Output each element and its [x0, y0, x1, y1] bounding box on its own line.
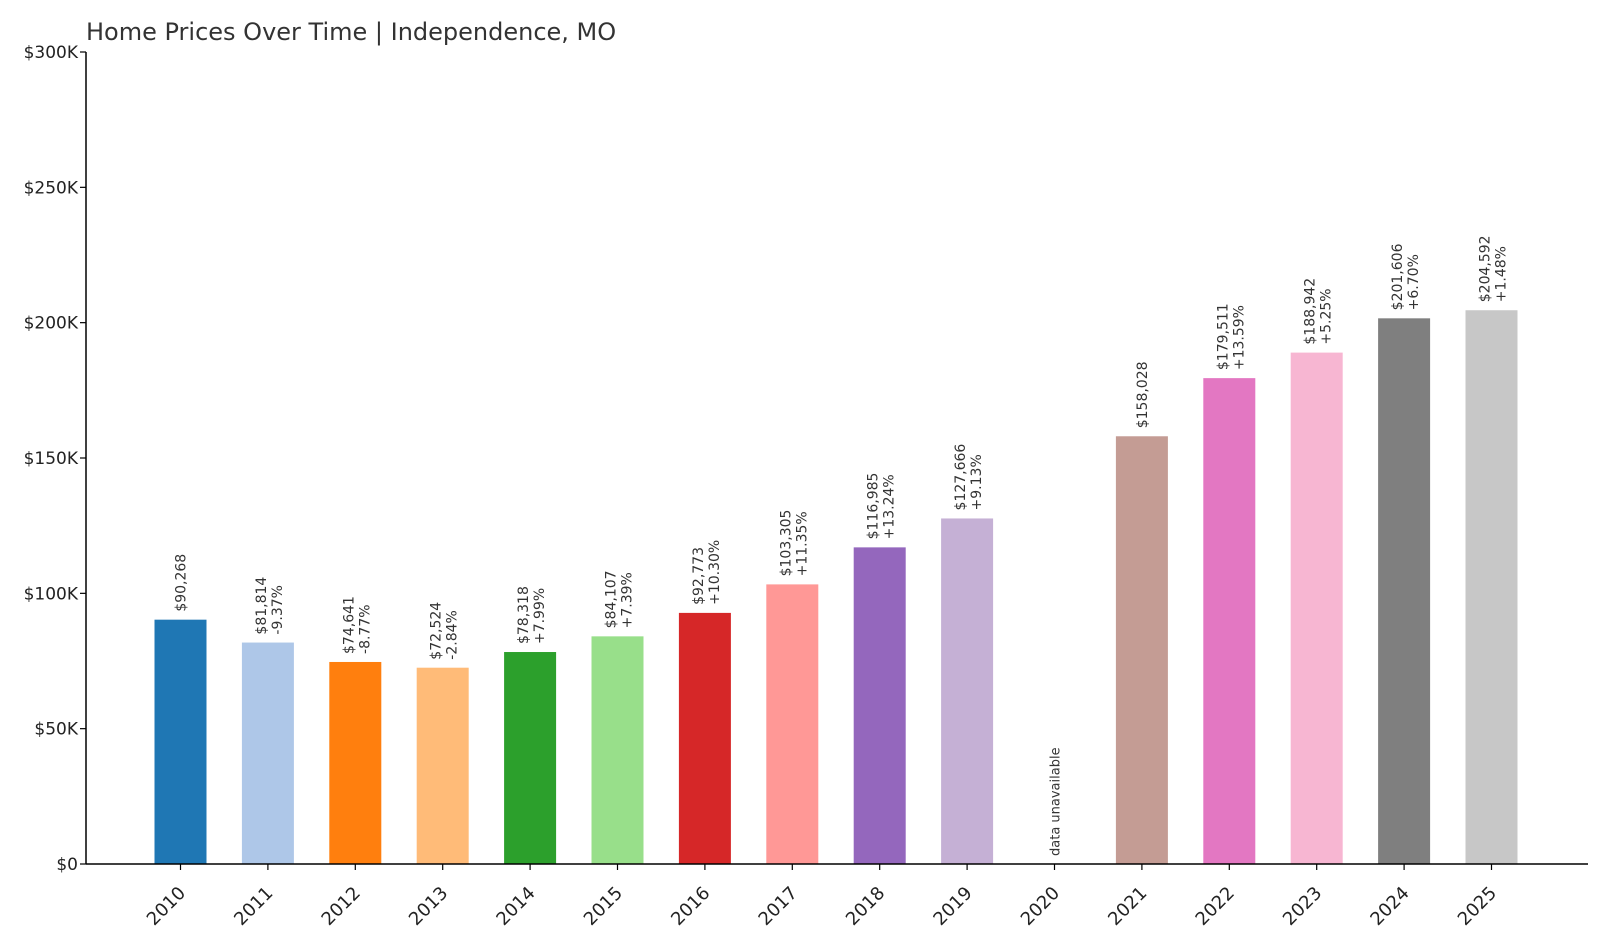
bar-change-label: +13.24%: [882, 474, 898, 539]
data-unavailable-label: data unavailable: [1049, 747, 1064, 856]
bar-value-label: $116,985: [866, 473, 882, 540]
bar-value-label: $72,524: [429, 602, 445, 660]
bar-value-label: $84,107: [604, 570, 620, 628]
x-tick-label: 2016: [667, 883, 714, 930]
bar: [941, 518, 994, 864]
bar: [154, 619, 207, 864]
bar: [1378, 318, 1431, 864]
bar: [591, 636, 644, 864]
bar: [1115, 436, 1168, 864]
bar-change-label: -9.37%: [270, 585, 286, 635]
bar-change-label: -8.77%: [357, 604, 373, 654]
bar-value-label: $201,606: [1390, 243, 1406, 310]
bar-value-label: $188,942: [1303, 278, 1319, 345]
bar-value-label: $74,641: [341, 596, 357, 654]
bar: [853, 547, 906, 864]
y-tick-label: $200K: [24, 314, 79, 334]
bar: [766, 584, 819, 864]
x-tick-label: 2010: [143, 883, 190, 930]
bar: [329, 661, 382, 864]
x-tick-label: 2015: [580, 883, 627, 930]
bars: $90,268 $81,814 -9.37% $74,641 -8.77% $72,524…: [154, 235, 1518, 864]
y-tick-label: $150K: [24, 449, 79, 469]
bar-change-label: +7.99%: [532, 588, 548, 644]
bar: [1290, 352, 1343, 864]
bar-change-label: +5.25%: [1319, 288, 1335, 344]
bar-change-label: +13.59%: [1231, 305, 1247, 370]
bar-change-label: +9.13%: [969, 454, 985, 510]
x-tick-label: 2020: [1017, 883, 1064, 930]
y-tick-label: $0: [56, 855, 78, 875]
bar-value-label: $103,305: [778, 510, 794, 577]
bar-change-label: +1.48%: [1494, 246, 1510, 302]
bar-change-label: -2.84%: [445, 610, 461, 660]
bar-value-label: $90,268: [174, 554, 190, 612]
bar-change-label: +6.70%: [1406, 254, 1422, 310]
x-axis: 2010 2011 2012 2013 2014 2015 2016 2017 2018 2019…: [86, 863, 1588, 930]
x-tick-label: 2023: [1279, 883, 1326, 930]
x-tick-label: 2012: [318, 883, 365, 930]
bar: [678, 612, 731, 864]
y-tick-label: $300K: [24, 43, 79, 63]
y-tick-label: $250K: [24, 178, 79, 198]
bar-value-label: $78,318: [516, 586, 532, 644]
bar-change-label: +10.30%: [707, 540, 723, 605]
bar: [1465, 310, 1518, 864]
x-tick-label: 2024: [1366, 883, 1413, 930]
x-tick-label: 2011: [230, 883, 277, 930]
bar-value-label: $127,666: [953, 444, 969, 511]
y-tick-label: $100K: [24, 584, 79, 604]
bar: [241, 642, 294, 864]
x-tick-label: 2018: [842, 883, 889, 930]
bar-value-label: $204,592: [1478, 235, 1494, 302]
bar-change-label: +11.35%: [794, 511, 810, 576]
x-tick-label: 2013: [405, 883, 452, 930]
bar-value-label: $81,814: [254, 577, 270, 635]
bar: [416, 667, 469, 864]
x-tick-label: 2019: [929, 883, 976, 930]
bar: [1203, 378, 1256, 864]
x-tick-label: 2025: [1454, 883, 1501, 930]
x-tick-label: 2017: [755, 883, 802, 930]
x-tick-label: 2021: [1104, 883, 1151, 930]
x-tick-label: 2022: [1192, 883, 1239, 930]
chart-title: Home Prices Over Time | Independence, MO: [86, 18, 616, 46]
bar: [504, 652, 557, 864]
bar-value-label: $179,511: [1215, 303, 1231, 370]
bar-value-label: $92,773: [691, 547, 707, 605]
x-tick-label: 2014: [492, 883, 539, 930]
y-axis: $0 $50K $100K $150K $200K $250K $300K: [24, 43, 87, 875]
bar-change-label: +7.39%: [620, 572, 636, 628]
bar-value-label: $158,028: [1135, 361, 1151, 428]
y-tick-label: $50K: [34, 720, 78, 740]
